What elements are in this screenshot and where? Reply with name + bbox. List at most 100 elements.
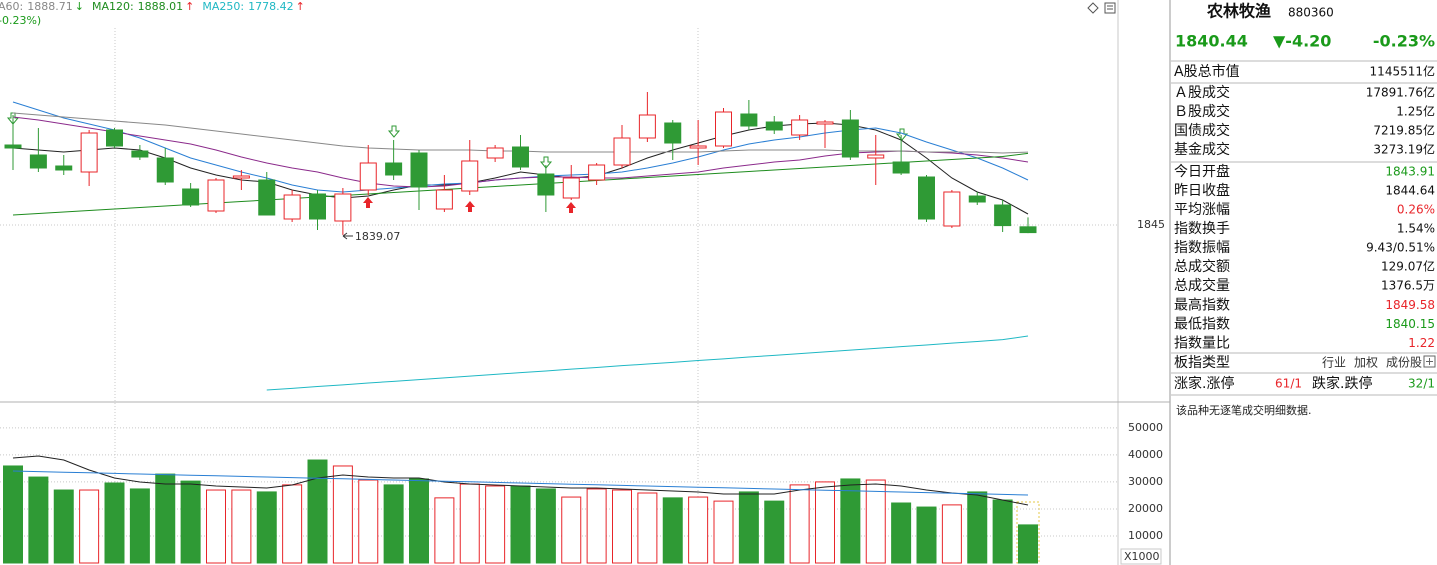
volume-bar bbox=[79, 489, 100, 564]
row-value: 17891.76亿 bbox=[1366, 85, 1435, 100]
candle-body bbox=[156, 157, 174, 183]
legend-value: 1778.42 bbox=[248, 0, 294, 13]
candle-body bbox=[106, 129, 123, 147]
candle-body bbox=[892, 161, 910, 174]
candle-body bbox=[486, 147, 504, 159]
change: ▼-4.20 bbox=[1273, 32, 1331, 51]
volume-bar bbox=[383, 484, 404, 564]
row-value: 1.22 bbox=[1408, 336, 1435, 350]
price: 1840.44 bbox=[1175, 32, 1248, 51]
volume-bar bbox=[662, 497, 683, 564]
volume-bar bbox=[1018, 524, 1038, 564]
candle-body bbox=[410, 152, 428, 188]
y-tick-label: 1845 bbox=[1137, 218, 1165, 231]
candle-body bbox=[943, 191, 961, 227]
candle-body bbox=[562, 177, 580, 199]
legend-value: 1888.01 bbox=[138, 0, 184, 13]
candle-body bbox=[80, 132, 98, 173]
volume-bar bbox=[688, 496, 709, 564]
volume-bar bbox=[282, 484, 303, 564]
candle-body bbox=[791, 119, 809, 136]
volume-bar bbox=[865, 479, 886, 564]
candle-body bbox=[131, 150, 149, 158]
legend-value: 1888.71 bbox=[27, 0, 73, 13]
volume-bar bbox=[764, 500, 785, 564]
window-icon[interactable] bbox=[1104, 2, 1116, 14]
row-label: 指数振幅 bbox=[1174, 240, 1230, 256]
y-tick-label: 50000 bbox=[1128, 421, 1163, 434]
row-value: 32/1 bbox=[1408, 377, 1435, 391]
volume-bar bbox=[53, 489, 74, 564]
volume-bar bbox=[104, 482, 125, 564]
candle-body bbox=[258, 179, 276, 216]
row-label: 总成交量 bbox=[1174, 277, 1230, 294]
candle-body bbox=[232, 175, 250, 179]
volume-bar bbox=[637, 492, 658, 564]
buy-arrow bbox=[566, 202, 576, 213]
change-pct: -0.23% bbox=[1373, 32, 1435, 51]
candle-body bbox=[715, 111, 732, 147]
candle-body bbox=[613, 137, 631, 166]
volume-bar bbox=[307, 459, 328, 564]
volume-bar bbox=[28, 476, 49, 564]
y-tick-label: 40000 bbox=[1128, 448, 1163, 461]
row-value: 1.54% bbox=[1397, 222, 1435, 236]
volume-bar bbox=[916, 506, 937, 564]
volume-bar bbox=[332, 465, 353, 564]
note: 该品种无逐笔成交明细数据. bbox=[1176, 403, 1312, 417]
candle-body bbox=[207, 179, 225, 212]
volume-bar bbox=[789, 484, 810, 564]
sell-arrow bbox=[895, 128, 909, 141]
ma-line bbox=[266, 335, 1029, 391]
candle-body bbox=[182, 188, 200, 206]
legend-trend: ↑ bbox=[296, 0, 305, 13]
low-annotation: 1839.07 bbox=[355, 230, 401, 243]
unit-box bbox=[1120, 548, 1162, 565]
volume-bar bbox=[612, 489, 632, 564]
row-label: 平均涨幅 bbox=[1174, 202, 1230, 218]
candle-body bbox=[309, 193, 326, 220]
row-label: 涨家.涨停 bbox=[1174, 375, 1234, 392]
candle-body bbox=[689, 145, 707, 149]
quote-panel: 农林牧渔 880360 1840.44 ▼-4.20 -0.23% A股总市值 114551… bbox=[1171, 2, 1437, 417]
volume-bar bbox=[231, 489, 252, 564]
volume-bar bbox=[992, 499, 1013, 564]
candle-body bbox=[461, 160, 479, 192]
row-label: 指数换手 bbox=[1174, 220, 1230, 237]
diamond-icon[interactable] bbox=[1087, 2, 1099, 14]
y-tick-label: 30000 bbox=[1128, 475, 1163, 488]
row-label: 今日开盘 bbox=[1174, 163, 1230, 180]
candle-body bbox=[283, 194, 301, 220]
row-label: Ｂ股成交 bbox=[1174, 103, 1230, 120]
row-value: 1849.58 bbox=[1385, 298, 1435, 312]
candle-body bbox=[918, 176, 935, 220]
candle-body bbox=[765, 121, 783, 131]
row-value: 3273.19亿 bbox=[1373, 142, 1435, 157]
row-label: 最低指数 bbox=[1174, 316, 1230, 332]
change-fragment: -0.23%) bbox=[0, 14, 41, 27]
volume-bar bbox=[840, 478, 861, 564]
candle-body bbox=[841, 119, 859, 158]
y-tick-label: 20000 bbox=[1128, 502, 1163, 515]
row-value: 0.26% bbox=[1397, 203, 1435, 217]
row-label: A股总市值 bbox=[1174, 63, 1240, 80]
legend-name: A60: bbox=[0, 0, 23, 13]
legend-name: MA120: bbox=[92, 0, 134, 13]
candle-body bbox=[537, 173, 555, 196]
buy-signals bbox=[363, 197, 576, 213]
candle-body bbox=[435, 189, 453, 210]
volume-bar bbox=[459, 483, 480, 564]
index-type-option: 成份股 bbox=[1386, 356, 1422, 370]
candle-body bbox=[994, 204, 1012, 227]
row-label: Ａ股成交 bbox=[1174, 84, 1230, 101]
row-value: 1376.5万 bbox=[1381, 279, 1435, 293]
row-label: 跌家.跌停 bbox=[1312, 375, 1372, 392]
volume-bar bbox=[535, 488, 556, 564]
volume-bar bbox=[129, 488, 150, 564]
candle-body bbox=[816, 121, 834, 125]
ma-line bbox=[12, 455, 1029, 506]
row-value: 1844.64 bbox=[1385, 184, 1435, 198]
volume-bar bbox=[180, 480, 201, 564]
volume-bar bbox=[358, 479, 379, 564]
